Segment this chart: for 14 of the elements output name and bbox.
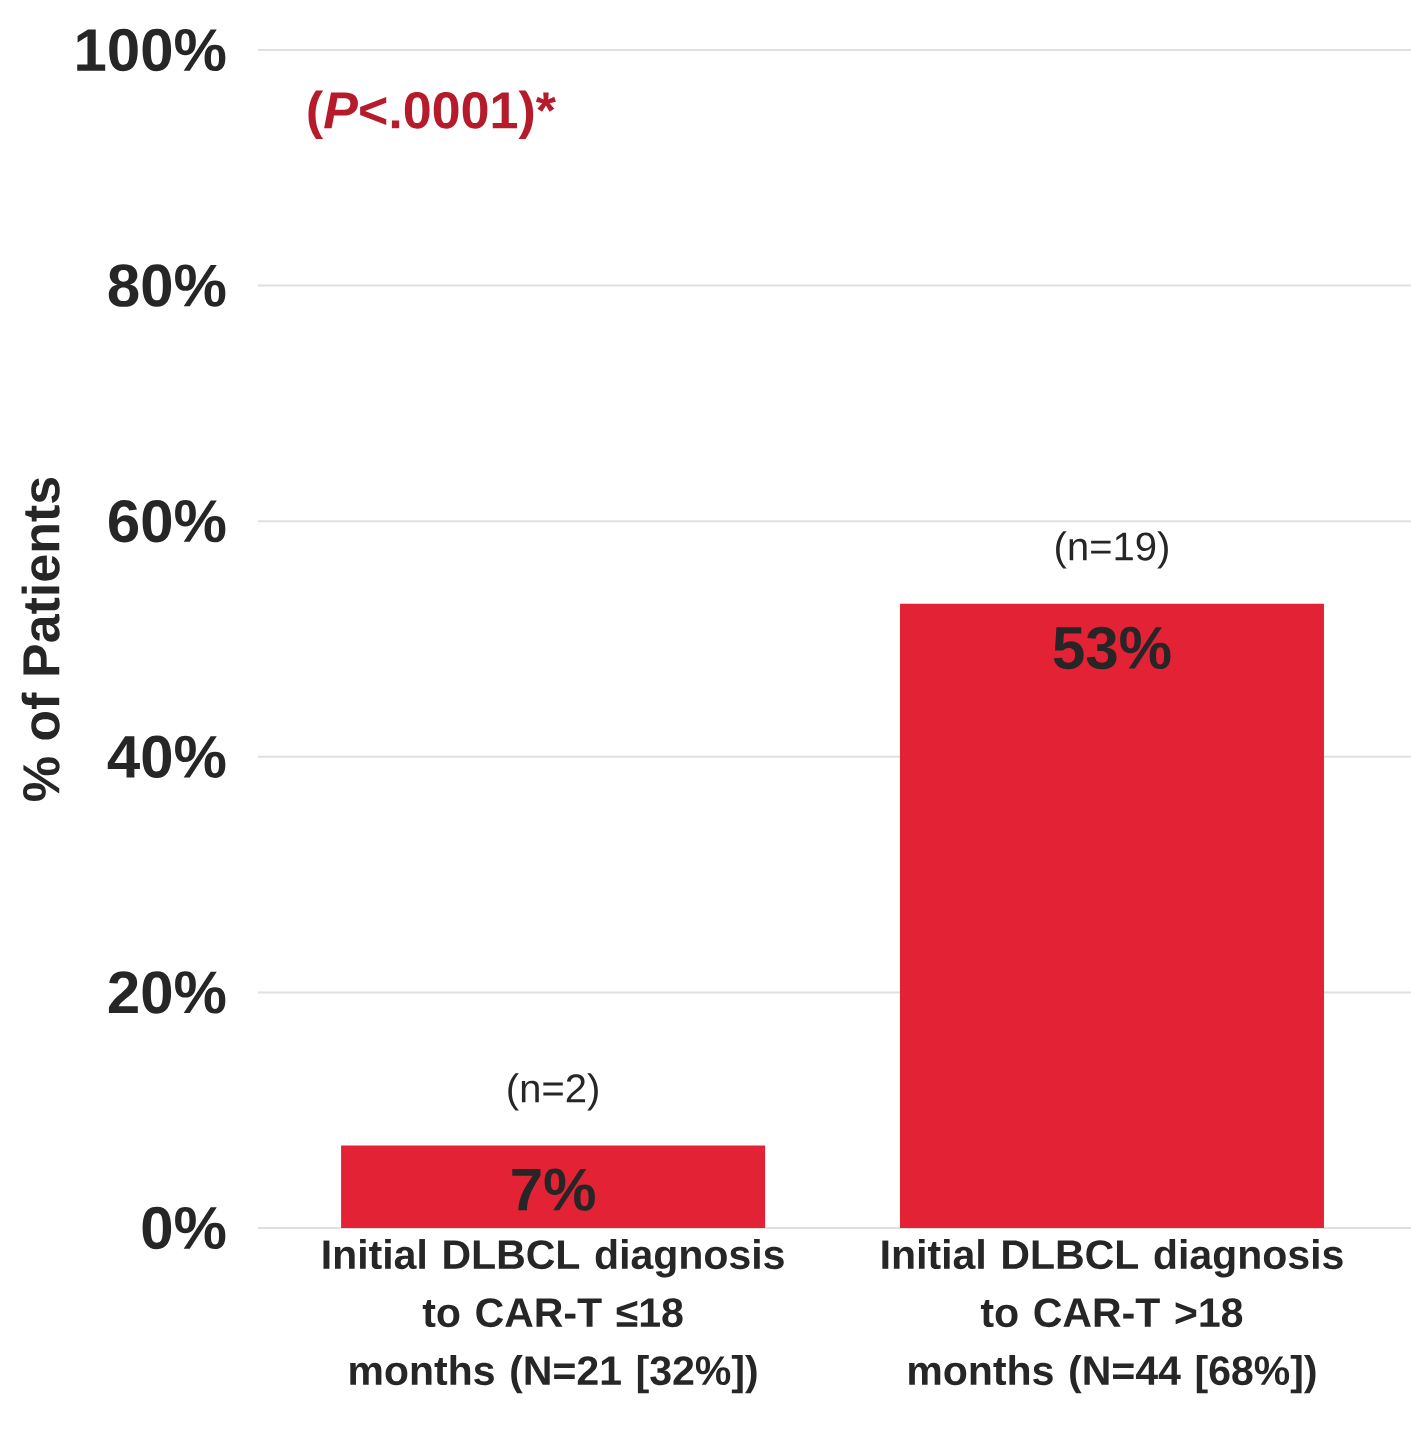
annotation: (n=19) [1056, 531, 1168, 569]
y-tick-label: 80% [108, 264, 226, 307]
data-label: 53% [1053, 626, 1171, 670]
x-tick-label: Initial DLBCL diagnosis to CAR-T >18 months (N=44 [68%]) [882, 1239, 1343, 1394]
y-axis-title: % of Patients [21, 477, 60, 801]
y-tick-label: 0% [142, 1206, 226, 1250]
data-label: 7% [512, 1168, 595, 1211]
y-tick-label: 20% [108, 971, 226, 1014]
x-tick-label: Initial DLBCL diagnosis to CAR-T ≤18 months (N=21 [32%]) [323, 1239, 784, 1394]
annotation: (P<.0001)* [308, 90, 556, 140]
y-tick-label: 100% [77, 28, 226, 72]
y-tick-label: 40% [107, 735, 226, 779]
y-tick-label: 60% [109, 499, 226, 543]
annotation: (n=2) [508, 1073, 598, 1111]
